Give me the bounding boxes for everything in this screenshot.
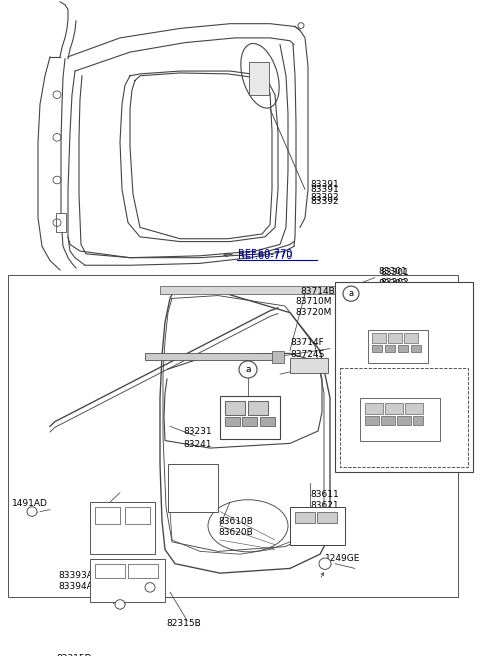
Text: 82315D: 82315D — [56, 654, 92, 656]
Circle shape — [27, 507, 37, 516]
Circle shape — [319, 558, 331, 569]
Bar — [388, 333, 402, 343]
Bar — [340, 367, 468, 467]
Bar — [125, 507, 150, 524]
Text: 83724S: 83724S — [290, 350, 324, 359]
Bar — [365, 416, 379, 425]
Text: REF.60-770: REF.60-770 — [238, 251, 292, 261]
Text: 83720M: 83720M — [295, 308, 331, 317]
Text: 93580A: 93580A — [386, 384, 421, 393]
Bar — [260, 417, 275, 426]
Bar — [248, 401, 268, 415]
Text: 83620B: 83620B — [218, 528, 253, 537]
Text: 83301: 83301 — [378, 268, 407, 276]
Bar — [335, 282, 473, 472]
Bar — [95, 507, 120, 524]
Bar — [397, 416, 411, 425]
Text: 83610B: 83610B — [218, 516, 253, 525]
Bar — [160, 286, 335, 294]
Bar — [385, 345, 395, 352]
Text: 1495NF: 1495NF — [342, 354, 377, 363]
Text: 83302: 83302 — [380, 277, 408, 287]
Bar — [249, 62, 269, 94]
Bar — [272, 350, 284, 363]
Bar — [225, 401, 245, 415]
Bar — [365, 403, 383, 414]
Bar — [405, 403, 423, 414]
Bar — [128, 564, 158, 578]
Bar — [385, 403, 403, 414]
Text: 83241: 83241 — [183, 440, 212, 449]
Bar — [411, 345, 421, 352]
Text: 83301: 83301 — [380, 268, 409, 277]
Text: a: a — [245, 365, 251, 374]
Text: a: a — [348, 289, 354, 298]
Text: 83231: 83231 — [183, 428, 212, 436]
Text: 1491AD: 1491AD — [12, 499, 48, 508]
Text: 83714F: 83714F — [290, 338, 324, 348]
Bar — [225, 417, 240, 426]
Text: 93580A: 93580A — [385, 383, 420, 392]
Bar — [360, 398, 440, 441]
Text: 83392: 83392 — [310, 193, 338, 201]
Text: REF.60-770: REF.60-770 — [238, 249, 292, 259]
Bar — [242, 417, 257, 426]
Bar — [168, 464, 218, 512]
Text: 83710M: 83710M — [295, 297, 332, 306]
Bar — [145, 354, 275, 360]
Bar — [290, 358, 328, 373]
Bar — [56, 213, 66, 232]
Bar — [404, 333, 418, 343]
Text: 82315B: 82315B — [166, 619, 201, 628]
Text: 83714B: 83714B — [300, 287, 335, 297]
Bar — [372, 333, 386, 343]
Text: 83302: 83302 — [378, 279, 407, 288]
Circle shape — [145, 583, 155, 592]
Text: 83391: 83391 — [310, 185, 339, 194]
Bar — [90, 559, 165, 602]
Text: 83621: 83621 — [310, 501, 338, 510]
Bar — [95, 564, 125, 578]
Bar — [398, 345, 408, 352]
Text: (SEAT WARMER): (SEAT WARMER) — [370, 373, 438, 382]
Bar — [220, 396, 280, 439]
Bar — [317, 512, 337, 523]
Bar — [8, 275, 458, 597]
Text: 93580A: 93580A — [386, 312, 421, 321]
Text: 1249GE: 1249GE — [325, 554, 360, 564]
Text: 83391: 83391 — [310, 180, 339, 189]
Bar — [372, 345, 382, 352]
Circle shape — [115, 600, 125, 609]
Text: 83394A: 83394A — [58, 582, 93, 591]
Bar — [290, 507, 345, 544]
Bar — [90, 502, 155, 554]
Text: 83611: 83611 — [310, 490, 339, 499]
Bar — [295, 512, 315, 523]
Bar — [381, 416, 395, 425]
Text: 93580A: 93580A — [383, 313, 418, 322]
Bar — [368, 330, 428, 363]
Text: (SEAT WARMER): (SEAT WARMER) — [368, 371, 438, 380]
Bar — [413, 416, 423, 425]
Text: 83392: 83392 — [310, 197, 338, 206]
Text: 83393A: 83393A — [58, 571, 93, 579]
